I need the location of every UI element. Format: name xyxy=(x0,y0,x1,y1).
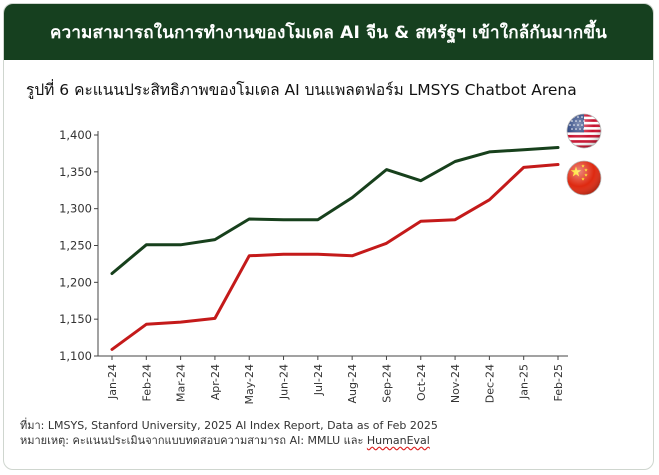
y-tick-label: 1,350 xyxy=(59,165,92,179)
y-tick-label: 1,100 xyxy=(59,349,92,363)
x-tick-label: Feb-24 xyxy=(140,364,153,401)
x-tick-label: Mar-24 xyxy=(175,364,188,402)
remark-prefix: หมายเหตุ: คะแนนประเมินจากแบบทดสอบความสาม… xyxy=(20,434,367,447)
series-line-us xyxy=(110,146,560,275)
x-tick-label: Nov-24 xyxy=(449,364,462,403)
flag-legend xyxy=(566,113,602,196)
x-tick-label: Jan-24 xyxy=(106,364,119,400)
x-tick-label: Dec-24 xyxy=(483,364,496,403)
y-tick-label: 1,300 xyxy=(59,202,92,216)
x-tick-label: Feb-25 xyxy=(552,364,565,401)
header-title: ความสามารถในการทำงานของโมเดล AI จีน & สห… xyxy=(50,22,607,43)
figure-title: รูปที่ 6 คะแนนประสิทธิภาพของโมเดล AI บนแ… xyxy=(26,81,577,99)
remark-note: หมายเหตุ: คะแนนประเมินจากแบบทดสอบความสาม… xyxy=(20,433,438,448)
x-tick-label: Jul-24 xyxy=(312,364,325,396)
series-lines xyxy=(110,146,560,351)
x-tick-label: Sep-24 xyxy=(380,364,393,403)
remark-underlined: HumanEval xyxy=(366,434,430,447)
x-tick-label: Apr-24 xyxy=(209,364,222,400)
chart-card: ความสามารถในการทำงานของโมเดล AI จีน & สห… xyxy=(3,3,654,470)
y-tick-label: 1,400 xyxy=(59,128,92,142)
x-tick-label: Jun-24 xyxy=(278,364,291,400)
x-tick-label: Oct-24 xyxy=(415,364,428,401)
x-tick-label: Jan-25 xyxy=(518,364,531,400)
series-line-cn xyxy=(110,163,560,351)
x-axis-ticks: Jan-24 Feb-24 Mar-24 Apr-24 May-24 Jun-24 Jul-… xyxy=(106,356,565,405)
chart-footer: ที่มา: LMSYS, Stanford University, 2025 … xyxy=(20,418,438,448)
x-tick-label: Aug-24 xyxy=(346,364,359,403)
china-flag-icon xyxy=(566,160,602,196)
y-axis-ticks: 1,100 1,150 1,200 1,250 1,300 1,350 1,400 xyxy=(59,128,98,363)
header-banner: ความสามารถในการทำงานของโมเดล AI จีน & สห… xyxy=(4,4,653,60)
source-note: ที่มา: LMSYS, Stanford University, 2025 … xyxy=(20,419,438,432)
y-tick-label: 1,250 xyxy=(59,239,92,253)
x-tick-label: May-24 xyxy=(243,364,256,405)
y-tick-label: 1,150 xyxy=(59,312,92,326)
y-tick-label: 1,200 xyxy=(59,275,92,289)
us-flag-icon xyxy=(566,113,602,149)
